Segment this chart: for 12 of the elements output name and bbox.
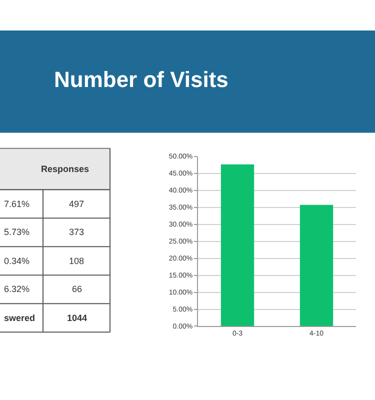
text: 5.73% — [4, 227, 30, 237]
chart-title: Number of Visits — [54, 67, 228, 92]
text: Responses — [41, 164, 90, 174]
text: 108 — [69, 256, 84, 266]
text: 66 — [72, 284, 82, 294]
text: 1044 — [67, 313, 88, 323]
text: 6.32% — [4, 284, 30, 294]
text: swered — [4, 313, 36, 323]
text: 373 — [69, 227, 84, 237]
text: 497 — [69, 199, 84, 209]
text: 7.61% — [4, 199, 30, 209]
text: 0.34% — [4, 256, 30, 266]
